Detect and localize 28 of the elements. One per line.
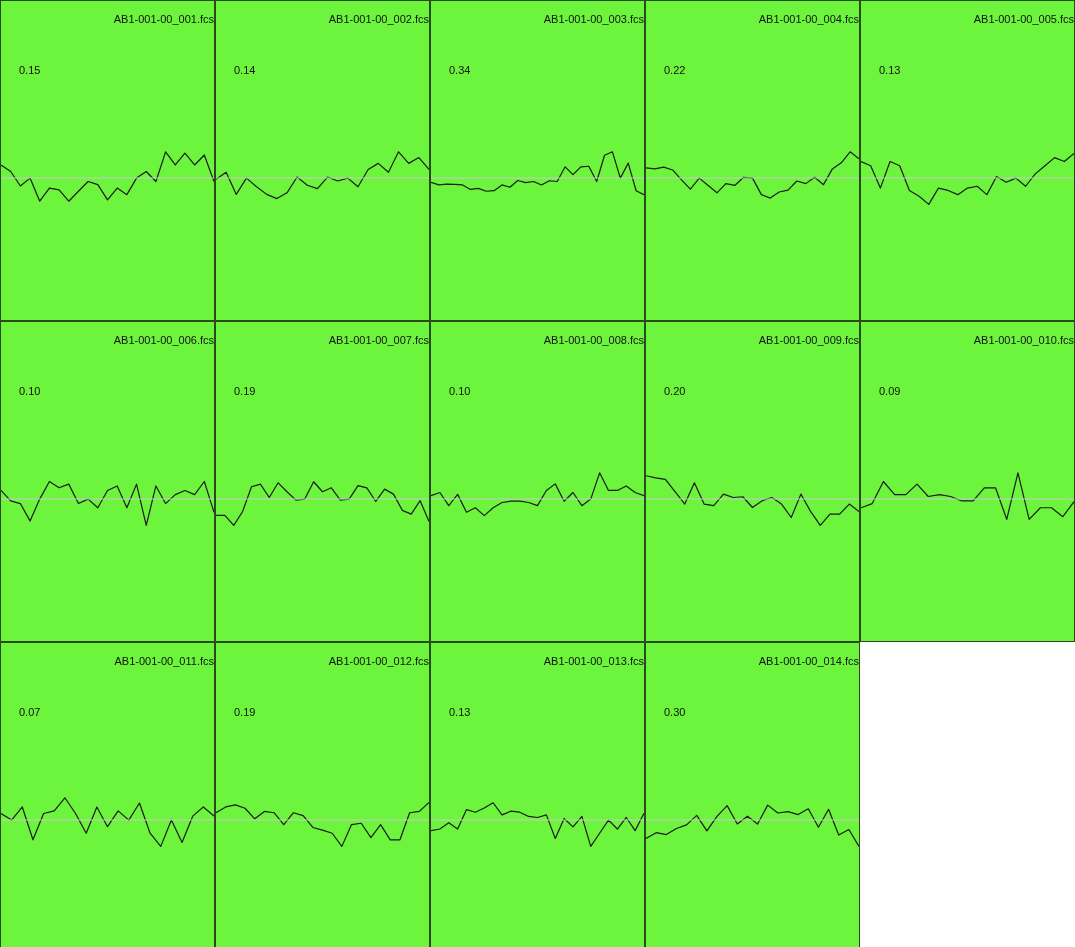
chart-title: AB1-001-00_011.fcs xyxy=(114,654,215,667)
text: 0.22 xyxy=(664,64,686,77)
chart-title: AB1-001-00_009.fcs xyxy=(758,333,860,346)
text: 0.13 xyxy=(449,706,471,719)
chart-title: AB1-001-00_007.fcs xyxy=(328,333,430,346)
chart-title: AB1-001-00_002.fcs xyxy=(328,12,430,25)
text: 0.07 xyxy=(19,706,41,719)
text: 0.09 xyxy=(879,385,901,398)
chart-title: AB1-001-00_013.fcs xyxy=(543,654,645,667)
text: 0.19 xyxy=(234,385,256,398)
text: 0.15 xyxy=(19,64,41,77)
text: 0.10 xyxy=(449,385,471,398)
chart-title: AB1-001-00_005.fcs xyxy=(973,12,1075,25)
text: 0.13 xyxy=(879,64,901,77)
chart-title: AB1-001-00_006.fcs xyxy=(113,333,215,346)
chart-title: AB1-001-00_001.fcs xyxy=(113,12,215,25)
chart-title: AB1-001-00_010.fcs xyxy=(973,333,1075,346)
chart-title: AB1-001-00_004.fcs xyxy=(758,12,860,25)
text: 0.30 xyxy=(664,706,686,719)
text: 0.14 xyxy=(234,64,256,77)
text: 0.19 xyxy=(234,706,256,719)
chart-title: AB1-001-00_003.fcs xyxy=(543,12,645,25)
text: 0.10 xyxy=(19,385,41,398)
chart-title: AB1-001-00_012.fcs xyxy=(328,654,430,667)
text: 0.34 xyxy=(449,64,471,77)
text: 0.20 xyxy=(664,385,686,398)
chart-title: AB1-001-00_008.fcs xyxy=(543,333,645,346)
chart-title: AB1-001-00_014.fcs xyxy=(758,654,860,667)
